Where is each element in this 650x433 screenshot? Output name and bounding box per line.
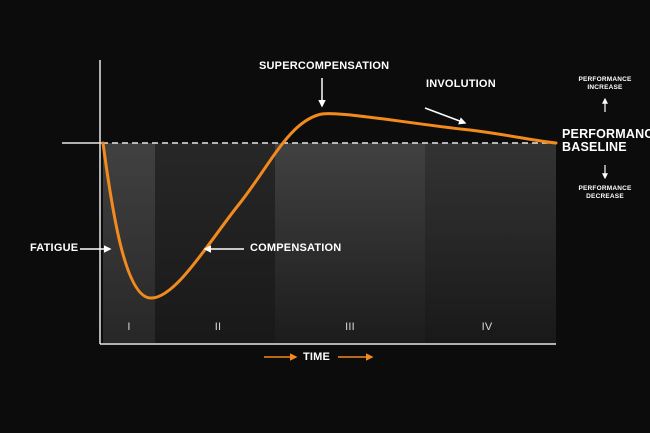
performance-decrease-line2: DECREASE [586,193,624,200]
performance-baseline-line2: BASELINE [562,140,627,154]
fatigue-label: FATIGUE [30,242,79,254]
supercompensation-label: SUPERCOMPENSATION [259,60,390,72]
performance-decrease-line1: PERFORMANCE [578,185,632,192]
phase-band-4 [425,143,556,343]
phase-band-1 [103,143,155,343]
performance-curve [101,112,558,300]
phase-label-3: III [345,321,355,333]
phase-label-2: II [214,321,222,333]
phase-band-3 [275,143,425,343]
compensation-label: COMPENSATION [250,242,342,254]
involution-label: INVOLUTION [426,78,496,90]
time-label: TIME [303,351,331,363]
performance-increase-line1: PERFORMANCE [578,76,632,83]
performance-baseline-line1: PERFORMANCE [562,127,650,141]
performance-increase-line2: INCREASE [587,84,623,91]
involution-arrow [424,107,467,125]
performance-baseline-label: PERFORMANCE BASELINE [562,128,650,154]
phase-label-1: I [127,321,131,333]
performance-increase-label: PERFORMANCE INCREASE [573,76,637,92]
phase-band-2 [155,143,275,343]
performance-decrease-label: PERFORMANCE DECREASE [573,185,637,201]
phase-label-4: IV [481,321,493,333]
